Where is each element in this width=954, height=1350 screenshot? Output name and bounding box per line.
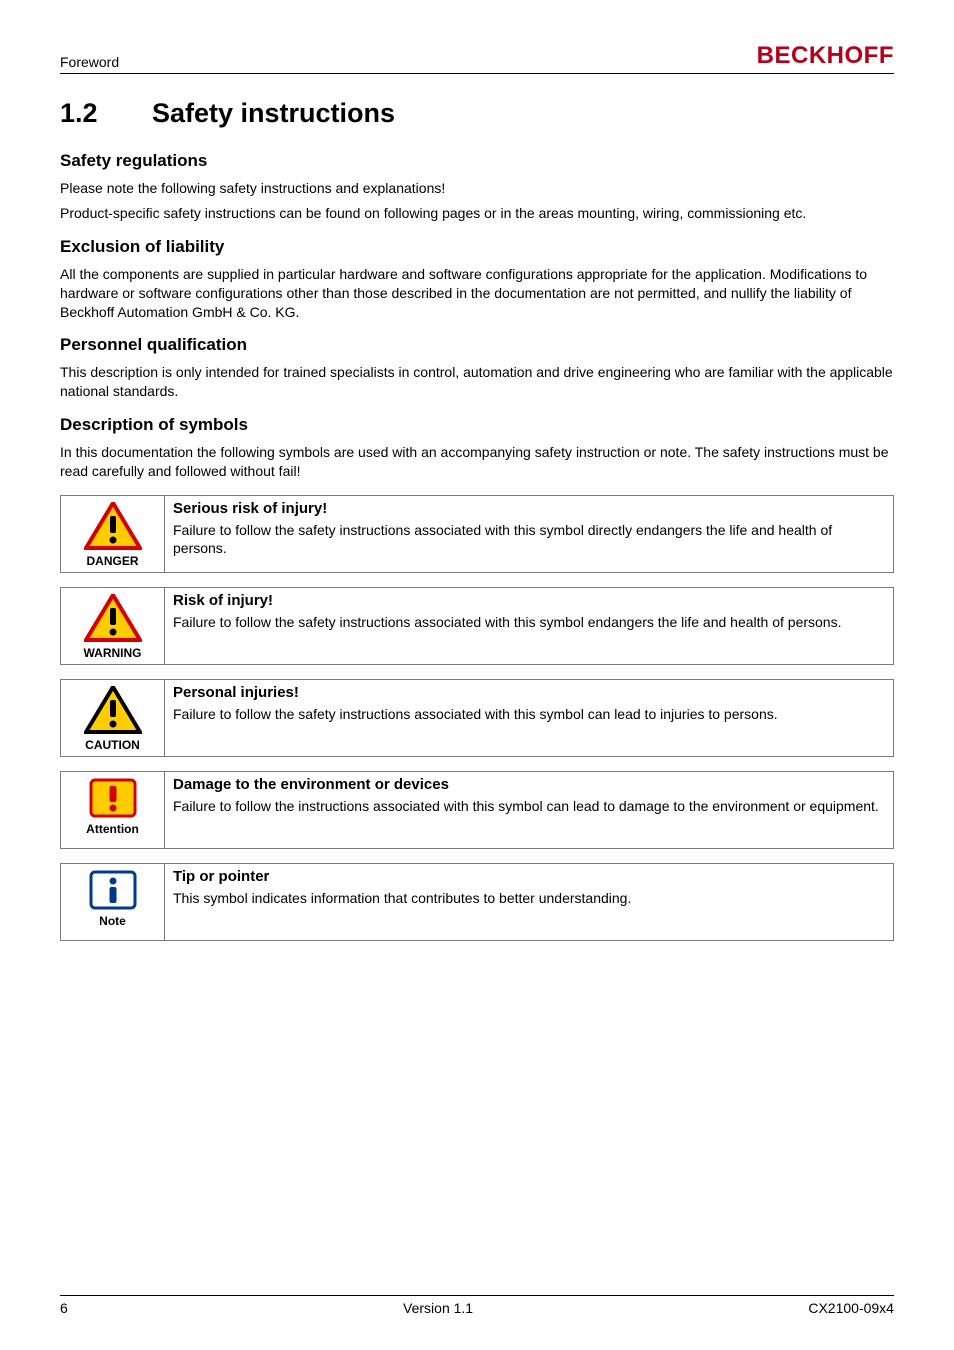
block-caution-icon-cell: CAUTION [61, 680, 165, 756]
block-note-title: Tip or pointer [173, 868, 885, 885]
block-attention-icon-cell: Attention [61, 772, 165, 848]
block-warning-label: WARNING [84, 646, 142, 660]
block-attention: Attention Damage to the environment or d… [60, 771, 894, 849]
text-safety-reg-2: Product-specific safety instructions can… [60, 204, 894, 223]
heading-exclusion: Exclusion of liability [60, 237, 894, 257]
footer-version: Version 1.1 [403, 1300, 473, 1316]
section-title-text: Safety instructions [152, 98, 395, 128]
block-note-desc: This symbol indicates information that c… [173, 889, 885, 907]
block-warning-icon-cell: WARNING [61, 588, 165, 664]
block-danger-label: DANGER [86, 554, 138, 568]
heading-symbols: Description of symbols [60, 415, 894, 435]
block-danger-text: Serious risk of injury! Failure to follo… [165, 496, 893, 572]
block-note-icon-cell: Note [61, 864, 165, 940]
block-attention-label: Attention [86, 822, 139, 836]
block-danger-title: Serious risk of injury! [173, 500, 885, 517]
block-note: Note Tip or pointer This symbol indicate… [60, 863, 894, 941]
block-danger: DANGER Serious risk of injury! Failure t… [60, 495, 894, 573]
block-warning: WARNING Risk of injury! Failure to follo… [60, 587, 894, 665]
block-note-text: Tip or pointer This symbol indicates inf… [165, 864, 893, 940]
page-header: Foreword BECKHOFF [60, 42, 894, 74]
page-footer: 6 Version 1.1 CX2100-09x4 [60, 1295, 894, 1316]
block-caution: CAUTION Personal injuries! Failure to fo… [60, 679, 894, 757]
block-warning-text: Risk of injury! Failure to follow the sa… [165, 588, 893, 664]
block-note-label: Note [99, 914, 126, 928]
text-personnel: This description is only intended for tr… [60, 363, 894, 401]
warning-icon [84, 594, 142, 642]
section-number: 1.2 [60, 98, 152, 129]
danger-icon [84, 502, 142, 550]
text-symbols: In this documentation the following symb… [60, 443, 894, 481]
header-section-name: Foreword [60, 54, 119, 70]
caution-icon [84, 686, 142, 734]
heading-safety-regulations: Safety regulations [60, 151, 894, 171]
section-title: 1.2Safety instructions [60, 98, 894, 129]
block-danger-desc: Failure to follow the safety instruction… [173, 521, 885, 557]
block-warning-title: Risk of injury! [173, 592, 885, 609]
block-danger-icon-cell: DANGER [61, 496, 165, 572]
block-caution-text: Personal injuries! Failure to follow the… [165, 680, 893, 756]
footer-page-number: 6 [60, 1300, 68, 1316]
text-safety-reg-1: Please note the following safety instruc… [60, 179, 894, 198]
block-caution-title: Personal injuries! [173, 684, 885, 701]
note-icon [89, 870, 137, 910]
text-exclusion: All the components are supplied in parti… [60, 265, 894, 322]
block-attention-title: Damage to the environment or devices [173, 776, 885, 793]
heading-personnel: Personnel qualification [60, 335, 894, 355]
attention-icon [89, 778, 137, 818]
block-caution-label: CAUTION [85, 738, 140, 752]
footer-doc-id: CX2100-09x4 [808, 1300, 894, 1316]
block-attention-desc: Failure to follow the instructions assoc… [173, 797, 885, 815]
block-attention-text: Damage to the environment or devices Fai… [165, 772, 893, 848]
brand-logo: BECKHOFF [757, 42, 894, 70]
block-warning-desc: Failure to follow the safety instruction… [173, 613, 885, 631]
block-caution-desc: Failure to follow the safety instruction… [173, 705, 885, 723]
